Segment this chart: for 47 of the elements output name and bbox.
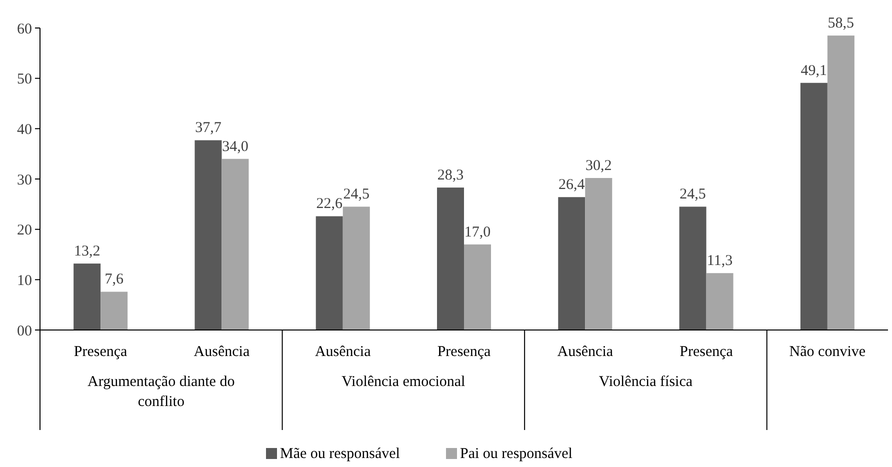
y-tick-label: 00 (17, 323, 32, 340)
x-tick-label: Ausência (557, 344, 614, 360)
data-label: 7,6 (104, 272, 124, 288)
bar (827, 36, 854, 330)
x-tick-label: Ausência (194, 344, 250, 360)
bar (342, 206, 370, 330)
data-label: 28,3 (437, 168, 464, 184)
bar (464, 244, 491, 330)
bar (194, 140, 222, 330)
data-label: 49,1 (800, 62, 828, 79)
bar (585, 178, 612, 330)
data-label: 37,7 (195, 120, 222, 136)
bar (74, 264, 101, 330)
legend-label: Pai ou responsável (460, 446, 572, 462)
data-label: 30,2 (586, 158, 612, 174)
bar (222, 158, 249, 330)
x-tick-label: Ausência (314, 344, 372, 360)
y-tick-label: 20 (17, 222, 32, 239)
y-tick-label: 10 (17, 272, 32, 289)
data-label: 17,0 (464, 224, 491, 240)
data-label: 24,5 (680, 186, 706, 203)
bar (437, 188, 464, 330)
bar (800, 82, 828, 330)
data-label: 24,5 (343, 186, 370, 203)
text: Argumentação diante do conflito (88, 374, 235, 410)
legend-label: Mãe ou responsável (280, 446, 400, 462)
x-tick-label: Presença (680, 344, 734, 360)
data-label: 26,4 (558, 177, 586, 194)
text: Violência emocional (342, 374, 466, 390)
y-tick-label: 40 (17, 122, 32, 138)
bar (316, 216, 343, 330)
x-tick-label: Não convive (789, 344, 866, 360)
text: Violência física (598, 374, 693, 390)
bar (558, 197, 586, 330)
bar (679, 206, 706, 330)
bar (706, 273, 734, 330)
data-label: 34,0 (222, 138, 248, 155)
data-label: 13,2 (74, 244, 100, 260)
y-tick-label: 60 (17, 21, 32, 38)
y-tick-label: 50 (17, 72, 32, 88)
x-tick-label: Presença (74, 344, 128, 360)
x-tick-label: Presença (437, 344, 491, 360)
data-label: 58,5 (828, 16, 854, 32)
data-label: 22,6 (316, 196, 343, 212)
data-label: 11,3 (706, 253, 733, 270)
y-tick-label: 30 (17, 172, 32, 188)
bar (100, 292, 128, 330)
